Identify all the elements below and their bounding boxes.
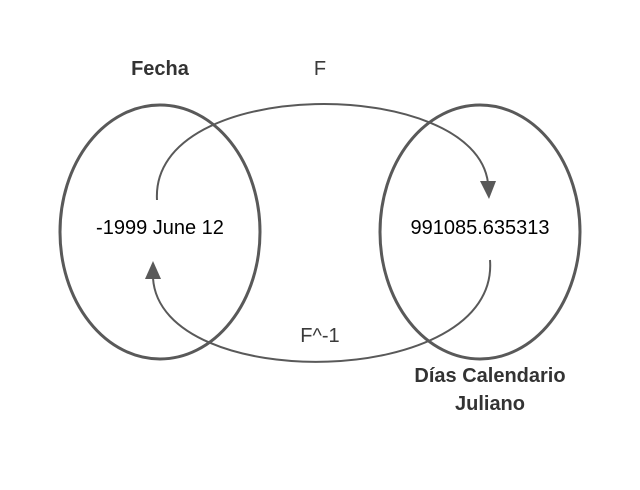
right-set-ellipse	[378, 103, 582, 361]
forward-arrowhead-icon	[480, 181, 496, 199]
inverse-mapping-label: F^-1	[300, 325, 339, 347]
forward-mapping-arc	[155, 103, 489, 201]
right-set-title-line2: Juliano	[455, 393, 525, 415]
left-set-element: -1999 June 12	[96, 217, 224, 239]
forward-mapping-label: F	[314, 58, 326, 80]
right-set-title-line1: Días Calendario	[414, 365, 565, 387]
left-set-title: Fecha	[131, 58, 190, 80]
inverse-mapping-arc	[152, 259, 492, 363]
inverse-arrowhead-icon	[145, 261, 161, 279]
left-set-ellipse	[58, 103, 262, 361]
right-set-element: 991085.635313	[410, 217, 549, 239]
